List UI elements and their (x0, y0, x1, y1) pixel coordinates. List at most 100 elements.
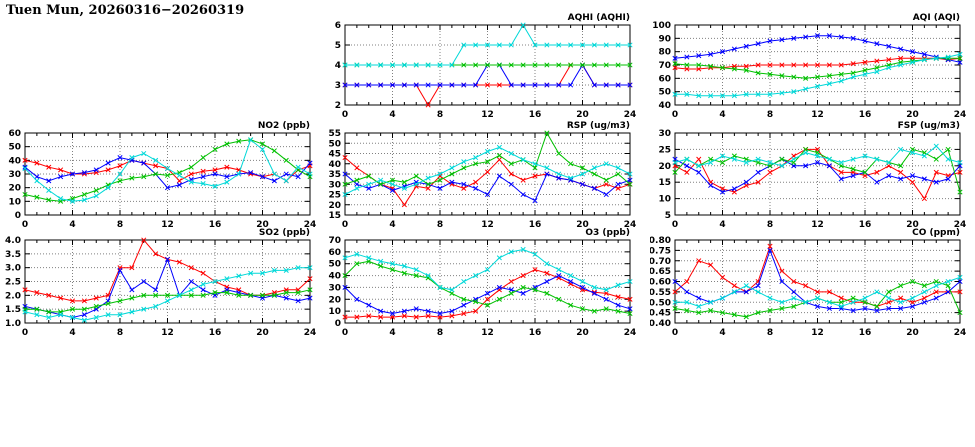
o3-ytick: 30 (328, 283, 341, 293)
no2-xtick: 0 (22, 220, 28, 230)
rsp-ytick: 20 (328, 201, 341, 211)
aqi-ytick: 60 (658, 74, 671, 84)
so2-plot: 1.0 1.5 2.0 2.5 3.0 3.5 4.0 0 4 8 12 16 20 24 SO2 (ppb… (5, 228, 316, 338)
co-ytick: 0.70 (650, 257, 671, 267)
so2-ytick: 1.5 (5, 305, 21, 315)
fsp-xtick: 24 (954, 220, 967, 230)
co-title: CO (ppm) (912, 228, 960, 238)
o3-ytick: 10 (328, 307, 341, 317)
fsp-ytick: 25 (658, 145, 671, 155)
co-ytick: 0.65 (650, 267, 671, 277)
o3-xtick: 24 (624, 328, 637, 338)
rsp-ytick: 55 (328, 129, 341, 139)
chart-so2: 1.0 1.5 2.0 2.5 3.0 3.5 4.0 0 4 8 12 16 20 24 SO2 (ppb… (0, 224, 325, 343)
co-xtick: 0 (672, 328, 678, 338)
rsp-xtick: 16 (529, 220, 542, 230)
no2-ytick: 30 (8, 170, 21, 180)
no2-ytick: 40 (8, 156, 21, 166)
fsp-xtick: 20 (906, 220, 919, 230)
aqhi-xtick: 20 (576, 110, 589, 120)
o3-series-cyan (342, 246, 633, 293)
aqi-series-blue (672, 33, 963, 65)
chart-aqhi: 2 3 4 5 6 0 4 8 12 16 20 24 AQHI (AQHI) (320, 9, 645, 125)
no2-plot: 0 10 20 30 40 50 60 0 4 8 12 16 20 24 NO2 (ppb) (8, 121, 317, 230)
so2-xtick: 12 (161, 328, 174, 338)
aqhi-ytick: 4 (335, 61, 341, 71)
o3-ytick: 70 (328, 236, 341, 246)
chart-o3: 0 10 20 30 40 50 60 70 0 4 8 12 16 20 24 O3 (ppb) (320, 224, 645, 343)
rsp-ytick: 50 (328, 139, 341, 149)
aqhi-ytick: 3 (335, 81, 341, 91)
aqhi-series-blue (342, 62, 633, 88)
no2-ytick: 0 (15, 211, 21, 221)
o3-ytick: 50 (328, 260, 341, 270)
co-plot: 0.400.450.500.550.600.650.700.750.80 0 4 8 1… (649, 228, 967, 338)
co-xtick: 24 (954, 328, 967, 338)
aqhi-plot: 2 3 4 5 6 0 4 8 12 16 20 24 AQHI (AQHI) (335, 13, 637, 120)
aqi-xtick: 20 (906, 110, 919, 120)
no2-ytick: 10 (8, 197, 21, 207)
aqi-ytick: 100 (652, 21, 671, 31)
o3-ytick: 60 (328, 248, 341, 258)
co-xtick: 12 (811, 328, 824, 338)
aqi-xtick: 24 (954, 110, 967, 120)
aqhi-xtick: 0 (342, 110, 348, 120)
no2-ytick: 20 (8, 184, 21, 194)
o3-xtick: 16 (529, 328, 542, 338)
no2-ytick: 50 (8, 143, 21, 153)
aqhi-ytick: 5 (335, 41, 341, 51)
aqi-ytick: 70 (658, 61, 671, 71)
aqi-series-green (672, 55, 963, 81)
chart-fsp: 5 10 15 20 25 30 0 4 8 12 16 20 24 FSP (ug/m3) (650, 117, 975, 235)
co-xtick: 4 (719, 328, 725, 338)
no2-xtick: 24 (304, 220, 317, 230)
chart-no2: 0 10 20 30 40 50 60 0 4 8 12 16 20 24 NO2 (ppb) (0, 117, 325, 235)
fsp-plot: 5 10 15 20 25 30 0 4 8 12 16 20 24 FSP (ug/m3) (658, 121, 967, 230)
aqi-ytick: 80 (658, 48, 671, 58)
aqi-ytick: 40 (658, 101, 671, 111)
aqhi-ytick: 2 (335, 101, 341, 111)
so2-series-cyan (22, 265, 313, 323)
co-ytick: 0.45 (650, 309, 671, 319)
no2-xtick: 8 (117, 220, 123, 230)
o3-ytick: 40 (328, 272, 341, 282)
o3-series-blue (342, 273, 633, 317)
co-xtick: 20 (906, 328, 919, 338)
aqi-xtick: 0 (672, 110, 678, 120)
chart-co: 0.40 0.45 0.50 0.55 0.60 0.65 0.70 0.75 0.80 0 4 8 1… (649, 224, 975, 343)
rsp-ytick: 25 (328, 191, 341, 201)
o3-xtick: 0 (342, 328, 348, 338)
rsp-xtick: 24 (624, 220, 637, 230)
no2-xtick: 20 (256, 220, 269, 230)
o3-xtick: 12 (481, 328, 494, 338)
rsp-ytick: 45 (328, 150, 341, 160)
fsp-xtick: 8 (767, 220, 773, 230)
fsp-xtick: 0 (672, 220, 678, 230)
co-xtick: 16 (859, 328, 872, 338)
chart-rsp: 15 20 25 30 35 40 45 50 55 0 4 8 12 16 20 24 RSP (ug/m3) (320, 117, 645, 235)
o3-series-red (342, 267, 633, 320)
no2-series-cyan (22, 137, 313, 204)
fsp-ytick: 10 (658, 195, 671, 205)
fsp-series-cyan (672, 143, 963, 169)
no2-title: NO2 (ppb) (258, 121, 310, 131)
no2-xtick: 12 (161, 220, 174, 230)
aqhi-series-cyan (342, 22, 633, 68)
aqhi-ytick: 6 (335, 21, 341, 31)
so2-ytick: 3.0 (5, 264, 21, 274)
co-xtick: 8 (767, 328, 773, 338)
rsp-xtick: 8 (437, 220, 443, 230)
so2-xtick: 20 (256, 328, 269, 338)
fsp-xtick: 16 (859, 220, 872, 230)
rsp-ytick: 40 (328, 160, 341, 170)
rsp-xtick: 4 (389, 220, 395, 230)
so2-ytick: 2.5 (5, 278, 21, 288)
rsp-xtick: 12 (481, 220, 494, 230)
co-series-red (672, 243, 963, 309)
rsp-series-green (342, 130, 633, 187)
chart-aqi: 40 50 60 70 80 90 100 0 4 8 12 16 20 24 AQI (AQI) (650, 9, 975, 125)
co-ytick: 0.60 (650, 278, 671, 288)
fsp-ytick: 5 (665, 211, 671, 221)
